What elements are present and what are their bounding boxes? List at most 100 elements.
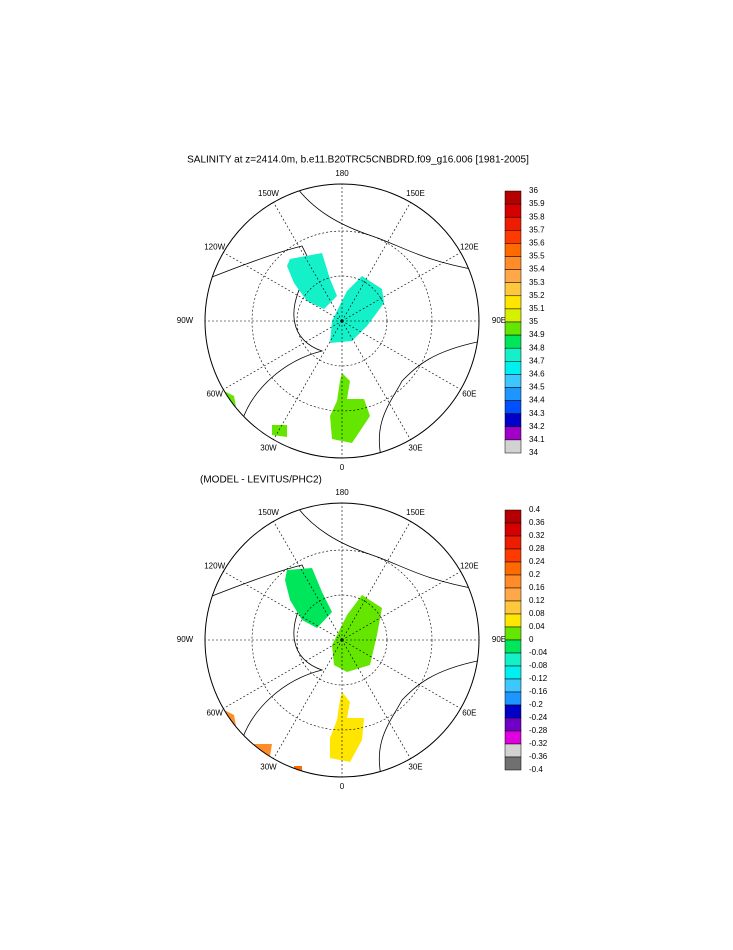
colorbar-box	[504, 282, 522, 297]
colorbar-box	[504, 587, 522, 602]
meridian	[341, 571, 461, 641]
colorbar-label: -0.04	[529, 648, 548, 657]
colorbar-label: -0.28	[529, 726, 548, 735]
coastline	[378, 340, 479, 458]
colorbar-label: 0.2	[529, 570, 541, 579]
colorbar-label: 35.4	[529, 265, 545, 274]
colorbar-label: 0.4	[529, 505, 541, 514]
meridian	[273, 521, 343, 641]
meridian	[223, 571, 343, 641]
colorbar-label: 35	[529, 317, 538, 326]
meridian	[273, 639, 343, 759]
meridian	[223, 320, 343, 390]
meridian	[223, 639, 343, 709]
data-region	[272, 425, 287, 437]
data-region	[285, 568, 332, 628]
longitude-label: 150E	[406, 508, 425, 517]
colorbar-label: 35.1	[529, 304, 545, 313]
colorbar-label: -0.2	[529, 700, 543, 709]
data-region	[330, 692, 364, 762]
colorbar-label: 34.5	[529, 383, 545, 392]
colorbar-box	[504, 561, 522, 576]
colorbar-label: 34	[529, 448, 538, 457]
colorbar-label: 0.28	[529, 544, 545, 553]
colorbar-label: 34.2	[529, 422, 545, 431]
colorbar-label: -0.24	[529, 713, 548, 722]
colorbar-label: 35.6	[529, 239, 545, 248]
colorbar-box	[504, 717, 522, 732]
colorbar-label: 0.12	[529, 596, 545, 605]
colorbar-box	[504, 361, 522, 375]
colorbar-label: 35.9	[529, 199, 545, 208]
longitude-label: 90E	[492, 635, 506, 644]
longitude-label: 150E	[406, 189, 425, 198]
longitude-label: 30E	[408, 443, 422, 452]
longitude-label: 60E	[462, 390, 476, 399]
colorbar-box	[504, 756, 522, 771]
longitude-label: 60W	[206, 390, 223, 399]
colorbar-box	[504, 230, 522, 244]
colorbar-box	[504, 203, 522, 218]
colorbar-label: 34.9	[529, 330, 545, 339]
meridian	[273, 202, 343, 322]
longitude-label: 120E	[460, 243, 479, 252]
meridian	[341, 521, 411, 641]
colorbar-label: 35.7	[529, 225, 545, 234]
colorbar-box	[504, 548, 522, 563]
colorbar-label: 0.16	[529, 583, 545, 592]
meridian	[341, 639, 411, 759]
colorbar-box	[504, 509, 522, 524]
colorbar-box	[504, 574, 522, 589]
longitude-label: 150W	[258, 189, 279, 198]
colorbar-box	[504, 678, 522, 693]
longitude-label: 30E	[408, 762, 422, 771]
data-region	[332, 595, 382, 672]
colorbar-label: 35.3	[529, 278, 545, 287]
colorbar-box	[504, 295, 522, 310]
colorbar-box	[504, 256, 522, 270]
colorbar-box	[504, 308, 522, 323]
longitude-label: 60W	[206, 709, 223, 718]
colorbar-box	[504, 216, 522, 231]
longitude-label: 30W	[260, 762, 277, 771]
longitude-label: 60E	[462, 709, 476, 718]
colorbar-label: 35.8	[529, 212, 545, 221]
colorbar-label: -0.16	[529, 687, 548, 696]
panel-title: (MODEL - LEVITUS/PHC2)	[200, 475, 322, 486]
colorbar-label: 0	[529, 635, 534, 644]
colorbar-label: 0.36	[529, 518, 545, 527]
longitude-label: 90W	[177, 635, 194, 644]
colorbar-label: -0.12	[529, 674, 548, 683]
colorbar-box	[504, 426, 522, 441]
meridian	[341, 202, 411, 322]
data-region	[330, 373, 370, 443]
longitude-label: 180	[335, 169, 349, 178]
meridian	[341, 320, 411, 440]
longitude-label: 120W	[204, 243, 225, 252]
longitude-label: 0	[340, 782, 345, 791]
longitude-label: 180	[335, 488, 349, 497]
longitude-label: 120W	[204, 562, 225, 571]
colorbar-box	[504, 639, 522, 654]
coastline	[205, 564, 324, 741]
colorbar-box	[504, 190, 522, 205]
colorbar-box	[504, 321, 522, 336]
colorbar-label: -0.08	[529, 661, 548, 670]
colorbar-box	[504, 269, 522, 283]
map-boundary	[204, 183, 480, 459]
colorbar-box	[504, 613, 522, 628]
colorbar-label: -0.4	[529, 765, 543, 774]
colorbar-box	[504, 691, 522, 706]
colorbar-label: 34.4	[529, 396, 545, 405]
colorbar-box	[504, 600, 522, 615]
colorbar-label: 0.24	[529, 557, 545, 566]
colorbar-box	[504, 743, 522, 758]
data-region	[330, 276, 384, 343]
colorbar-box	[504, 243, 522, 257]
colorbar-label: -0.32	[529, 739, 548, 748]
data-region	[287, 253, 337, 309]
colorbar-box	[504, 730, 522, 745]
colorbar-label: 35.5	[529, 252, 545, 261]
